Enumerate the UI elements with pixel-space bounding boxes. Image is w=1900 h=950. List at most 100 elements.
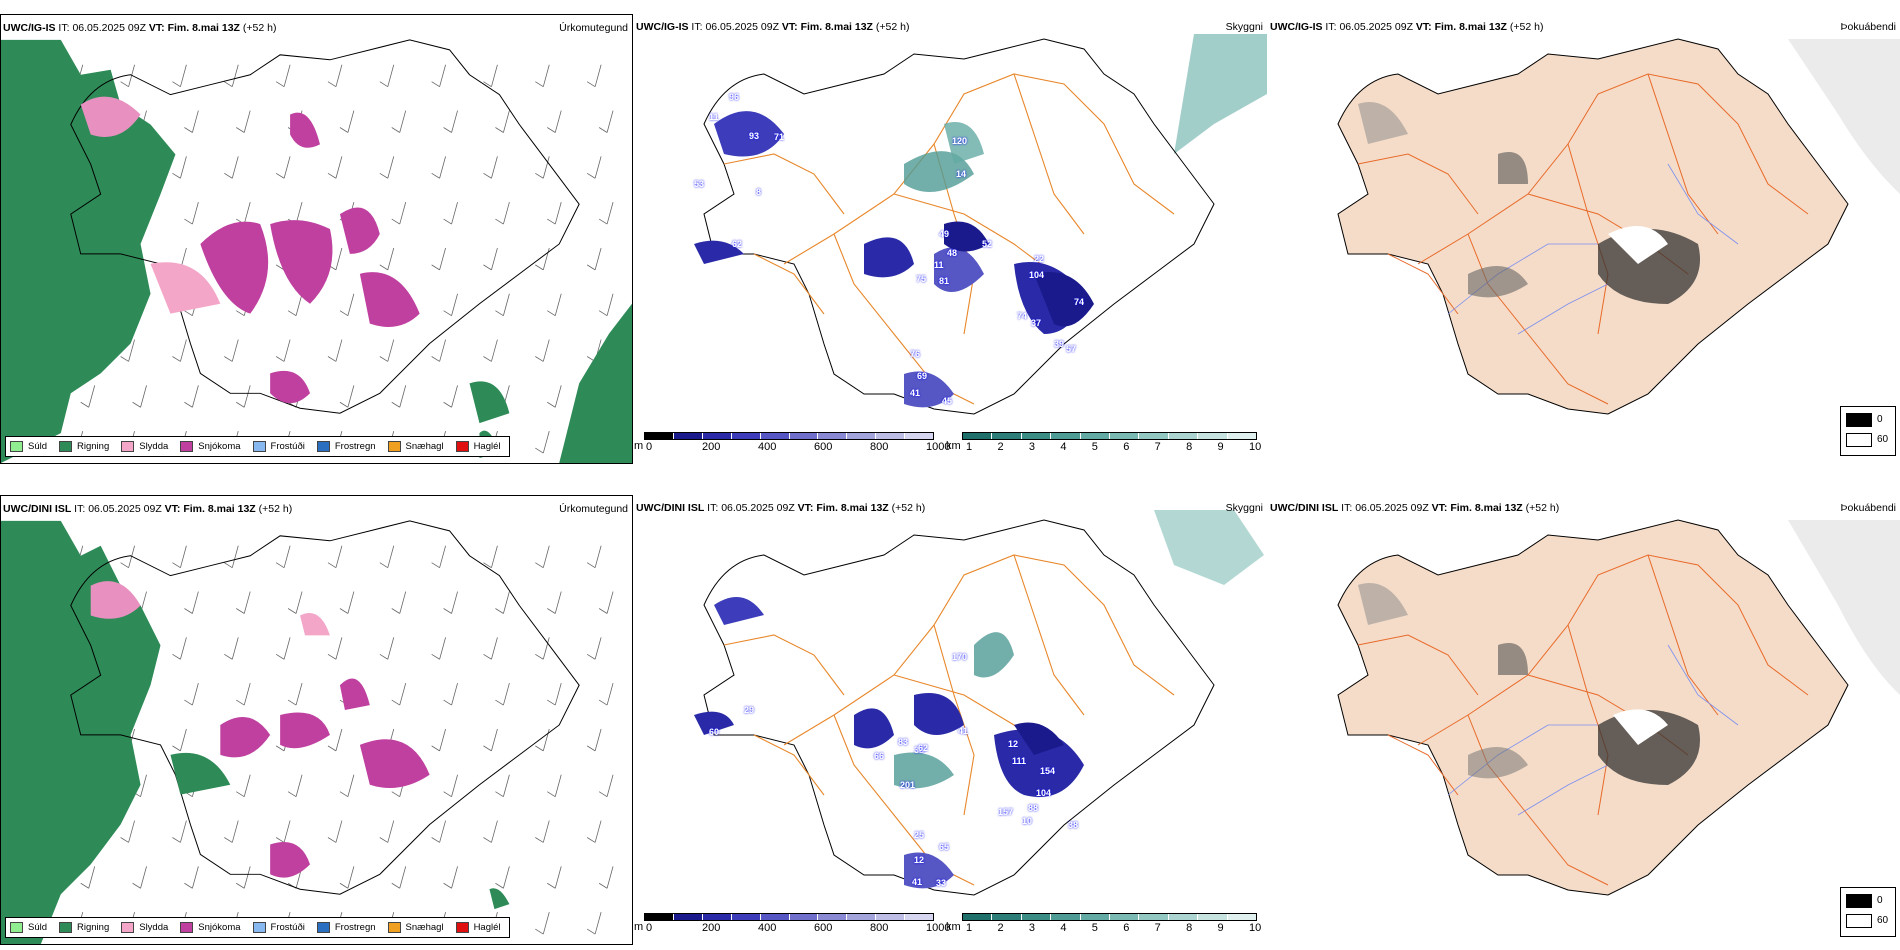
wind-barb xyxy=(586,728,602,752)
wind-barb xyxy=(224,156,239,179)
legend-swatch xyxy=(455,922,469,933)
wind-barb xyxy=(495,293,510,316)
wind-barb xyxy=(483,545,498,569)
wind-barb xyxy=(431,339,446,362)
colorbar-tick: 4 xyxy=(1060,922,1067,934)
panel-header: UWC/DINI ISL IT: 06.05.2025 09Z VT: Fim.… xyxy=(636,502,926,514)
wind-barb xyxy=(547,683,562,706)
wind-barb xyxy=(327,728,343,752)
colorbar-tick: 1 xyxy=(966,441,973,453)
wind-barb xyxy=(379,637,395,660)
cloud-base-value: 48 xyxy=(947,248,958,258)
legend-label: Frostregn xyxy=(334,441,376,452)
wind-barb xyxy=(443,774,458,797)
wind-barb xyxy=(120,820,135,843)
fog-key-swatch-0 xyxy=(1846,894,1872,908)
wind-barb xyxy=(547,591,562,614)
precip-type-panel-row2: UWC/DINI ISL IT: 06.05.2025 09Z VT: Fim.… xyxy=(0,495,633,945)
colorbar-segment xyxy=(760,433,790,439)
colorbar-segment xyxy=(1198,433,1228,439)
cloud-base-value: 11 xyxy=(709,112,719,122)
colorbar-segment xyxy=(876,433,906,439)
cloud-base-value: 39 xyxy=(1054,339,1065,349)
wind-barb xyxy=(339,774,355,797)
cloud-map xyxy=(694,510,1264,896)
legend-label: Snjókoma xyxy=(198,441,241,452)
colorbar-segment xyxy=(1227,914,1257,920)
wind-barb xyxy=(598,293,614,316)
cloud-base-value: 49 xyxy=(939,229,950,239)
colorbar-tick: 1000 xyxy=(926,922,951,934)
wind-barb xyxy=(586,64,602,88)
colorbar-tick: 800 xyxy=(870,441,889,453)
legend-item-rigning: Rigning xyxy=(59,441,109,452)
legend-item-súld: Súld xyxy=(10,922,47,933)
fog-map xyxy=(1337,519,1900,896)
wind-barb xyxy=(184,385,199,408)
legend-item-snæhagl: Snæhagl xyxy=(387,441,444,452)
colorbar-tick: 10 xyxy=(1249,441,1262,453)
colorbar-tick: 2 xyxy=(997,922,1004,934)
wind-barb xyxy=(287,683,303,706)
legend-swatch xyxy=(59,441,73,452)
cloud-base-value: 53 xyxy=(694,179,705,189)
legend-label: Frostúði xyxy=(270,922,305,933)
legend-item-slydda: Slydda xyxy=(121,441,168,452)
colorbar-segment xyxy=(847,914,877,920)
wind-barb xyxy=(339,866,355,889)
colorbar-tick: 9 xyxy=(1217,441,1224,453)
wind-barb xyxy=(391,110,407,133)
panel-header: UWC/DINI ISL IT: 06.05.2025 09Z VT: Fim.… xyxy=(3,503,293,515)
cloud-vis-panel-row2: UWC/DINI ISL IT: 06.05.2025 09Z VT: Fim.… xyxy=(634,495,1267,945)
fog-key-swatch-60 xyxy=(1846,914,1872,928)
wind-barb xyxy=(535,637,550,660)
wind-barb xyxy=(327,820,343,843)
wind-barb xyxy=(495,110,510,133)
precip-legend: Súld Rigning Slydda Snjókoma Frostúði Frostre… xyxy=(5,917,510,938)
wind-barb xyxy=(379,820,395,843)
colorbar-segment xyxy=(731,914,761,920)
colorbar-tick: 8 xyxy=(1186,441,1193,453)
cloud-base-value: 8 xyxy=(756,187,762,197)
cloud-base-value: 93 xyxy=(749,131,760,141)
cloud-base-value: 38 xyxy=(1068,820,1079,830)
legend-item-frostregn: Frostregn xyxy=(316,441,376,452)
legend-label: Haglél xyxy=(473,922,501,933)
wind-barb xyxy=(184,202,199,225)
cloud-map xyxy=(694,34,1267,415)
legend-item-súld: Súld xyxy=(10,441,47,452)
legend-item-snjókoma: Snjókoma xyxy=(180,922,241,933)
legend-swatch xyxy=(180,441,194,452)
wind-barb xyxy=(379,339,395,362)
cloud-base-value: 22 xyxy=(1034,254,1045,264)
legend-label: Súld xyxy=(28,922,48,933)
wind-barb xyxy=(327,339,343,362)
wind-barb xyxy=(391,866,407,889)
wind-barb xyxy=(224,637,239,660)
fog-key: 0 60 xyxy=(1840,887,1896,937)
legend-label: Snæhagl xyxy=(405,922,444,933)
wind-barb xyxy=(391,202,407,225)
colorbar-segment xyxy=(818,914,848,920)
colorbar-tick: 800 xyxy=(870,922,889,934)
cloud-base-value: 14 xyxy=(956,169,967,179)
wind-barb xyxy=(391,591,407,614)
colorbar-tick: 6 xyxy=(1123,441,1130,453)
colorbar-segment xyxy=(992,433,1022,439)
rain-west xyxy=(1,39,176,463)
precip-map xyxy=(1,39,632,463)
wind-barb xyxy=(483,339,498,362)
cloud-base-value: 76 xyxy=(910,349,921,359)
wind-barb xyxy=(120,339,135,362)
precip-map xyxy=(1,520,614,944)
colorbar-segment xyxy=(1168,914,1199,920)
wind-barb xyxy=(547,202,562,225)
wind-barb xyxy=(80,866,96,889)
fog-panel-row2: UWC/DINI ISL IT: 06.05.2025 09Z VT: Fim.… xyxy=(1268,495,1900,945)
wind-barb xyxy=(184,683,199,706)
cloud-base-value: 37 xyxy=(1031,318,1042,328)
colorbar-segment xyxy=(731,433,761,439)
colorbar-tick: 9 xyxy=(1217,922,1224,934)
colorbar-segment xyxy=(673,433,703,439)
colorbar-segment xyxy=(1051,914,1081,920)
